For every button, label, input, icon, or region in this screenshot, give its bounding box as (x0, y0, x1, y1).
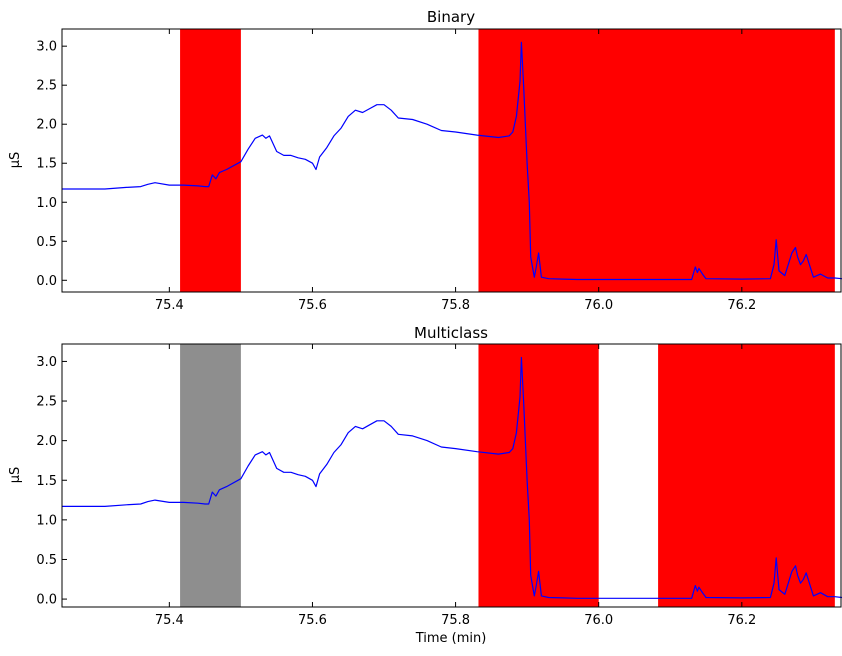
multiclass-xlabel: Time (min) (415, 631, 487, 646)
binary-y-tick-label: 2.5 (36, 79, 57, 94)
multiclass-x-ticks: 75.4 75.6 75.8 76.0 76.2 (155, 344, 756, 628)
multiclass-title: Multiclass (414, 324, 488, 342)
multiclass-plot-frame (61, 343, 842, 608)
binary-title: Binary (427, 8, 475, 26)
binary-x-tick-label: 75.6 (298, 298, 327, 313)
multiclass-series (62, 356, 842, 599)
multiclass-trace-0 (62, 356, 842, 599)
binary-plot-frame (61, 28, 842, 293)
binary-band-stress-1 (478, 29, 835, 292)
binary-ylabel: µS (8, 152, 23, 169)
multiclass-x-tick-label: 75.6 (298, 613, 327, 628)
binary-y-tick-label: 2.0 (36, 118, 57, 133)
multiclass-y-tick-label: 2.0 (36, 434, 57, 449)
binary-y-ticks: 0.0 0.5 1.0 1.5 2.0 2.5 3.0 (36, 40, 67, 289)
binary-band-stress-0 (180, 29, 241, 292)
binary-x-ticks: 75.4 75.6 75.8 76.0 76.2 (155, 29, 756, 313)
multiclass-y-tick-label: 1.0 (36, 513, 57, 528)
multiclass-band-other-0 (180, 344, 241, 607)
binary-y-tick-label: 1.5 (36, 157, 57, 172)
multiclass-y-ticks: 0.0 0.5 1.0 1.5 2.0 2.5 3.0 (36, 355, 67, 608)
multiclass-band-stress-2 (658, 344, 835, 607)
multiclass-y-tick-label: 0.0 (36, 593, 57, 608)
binary-x-tick-label: 76.2 (727, 298, 756, 313)
multiclass-band-stress-1 (478, 344, 599, 607)
multiclass-bands (180, 344, 835, 607)
binary-series (62, 41, 842, 281)
binary-trace-0 (62, 41, 842, 281)
binary-bands (180, 29, 835, 292)
multiclass-ylabel: µS (8, 467, 23, 484)
binary-x-tick-label: 75.4 (155, 298, 184, 313)
multiclass-y-tick-label: 2.5 (36, 395, 57, 410)
multiclass-x-tick-label: 76.0 (584, 613, 613, 628)
binary-y-tick-label: 0.5 (36, 235, 57, 250)
binary-x-tick-label: 75.8 (441, 298, 470, 313)
binary-y-tick-label: 3.0 (36, 40, 57, 55)
binary-y-tick-label: 0.0 (36, 274, 57, 289)
multiclass-y-tick-label: 0.5 (36, 553, 57, 568)
multiclass-y-tick-label: 3.0 (36, 355, 57, 370)
multiclass-x-tick-label: 76.2 (727, 613, 756, 628)
multiclass-y-tick-label: 1.5 (36, 474, 57, 489)
multiclass-x-tick-label: 75.4 (155, 613, 184, 628)
binary-y-tick-label: 1.0 (36, 196, 57, 211)
binary-panel: Binary µS 75.4 75.6 75.8 76.0 76.2 0.0 0.5 1.0… (8, 8, 842, 313)
multiclass-x-tick-label: 75.8 (441, 613, 470, 628)
multiclass-panel: Multiclass µS 75.4 75.6 75.8 76.0 76.2 0.00.… (8, 324, 842, 646)
binary-x-tick-label: 76.0 (584, 298, 613, 313)
